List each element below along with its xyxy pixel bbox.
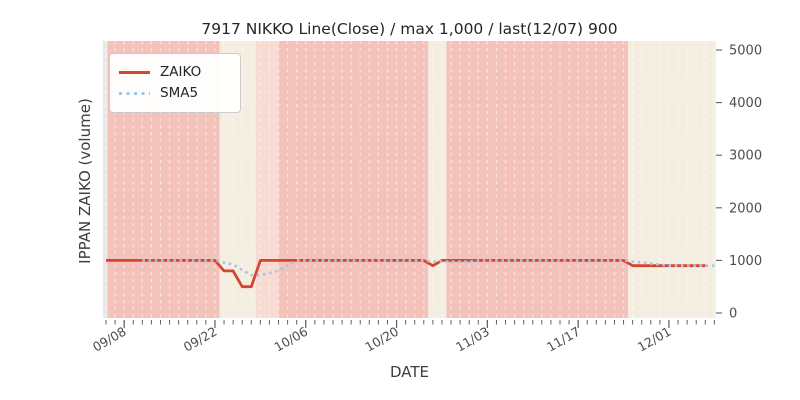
legend-item-zaiko: ZAIKO	[119, 62, 230, 83]
x-tick-label: 09/22	[181, 324, 220, 355]
zaiko-line-swatch	[119, 71, 150, 74]
y-tick-label: 1000	[729, 254, 762, 269]
background-band-lightpink	[255, 41, 279, 318]
y-tick-label: 0	[729, 307, 737, 322]
sma5-dotted-swatch	[119, 91, 150, 96]
y-tick-label: 4000	[729, 96, 762, 111]
x-tick-label: 10/20	[362, 324, 401, 355]
x-tick-label: 10/06	[272, 324, 311, 355]
background-band-cream	[428, 41, 447, 318]
background-band-cream	[628, 41, 716, 318]
x-axis-label: DATE	[389, 363, 430, 381]
x-tick-label: 11/17	[544, 324, 583, 355]
sma5-dotted-series	[142, 259, 715, 277]
background-band-pink	[446, 41, 629, 318]
background-band-gray	[103, 41, 108, 318]
y-axis-label: IPPAN ZAIKO (volume)	[76, 98, 94, 264]
x-tick-label: 12/01	[635, 324, 674, 355]
legend-item-sma5: SMA5	[119, 83, 230, 104]
y-tick-label: 5000	[729, 44, 762, 59]
chart-title: 7917 NIKKO Line(Close) / max 1,000 / las…	[201, 20, 618, 38]
legend-label-sma5: SMA5	[160, 84, 199, 101]
y-tick-label: 2000	[729, 201, 762, 216]
x-tick-label: 11/03	[453, 324, 492, 355]
legend: ZAIKO SMA5	[109, 53, 241, 113]
y-tick-label: 3000	[729, 149, 762, 164]
background-band-pink	[278, 41, 429, 318]
x-tick-label: 09/08	[90, 324, 129, 355]
legend-label-zaiko: ZAIKO	[160, 63, 202, 80]
